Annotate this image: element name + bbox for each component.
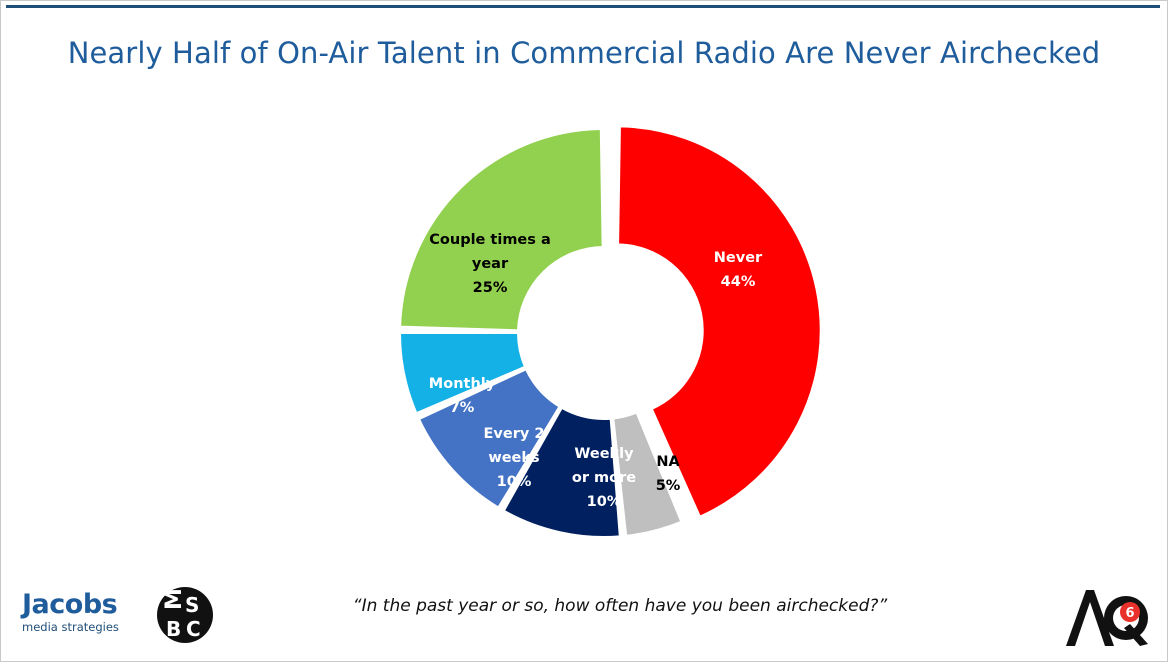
jacobs-logo-word: Jacobs xyxy=(22,589,118,620)
svg-text:M: M xyxy=(162,588,187,610)
jacobs-logo-subtitle: media strategies xyxy=(22,620,119,634)
jacobs-media-logo: Jacobs media strategies xyxy=(22,589,152,634)
slice-weekly-or-more xyxy=(502,406,621,538)
label-every-2-weeks: Every 2 weeks 10% xyxy=(484,426,545,490)
aq-logo-number: 6 xyxy=(1126,606,1135,621)
svg-text:C: C xyxy=(186,617,201,641)
survey-question: “In the past year or so, how often have … xyxy=(352,596,888,616)
label-na: NA 5% xyxy=(656,454,681,494)
aq6-logo: 6 xyxy=(1066,590,1148,646)
msbc-logo: M S B C xyxy=(157,587,213,643)
svg-text:S: S xyxy=(185,593,199,617)
slice-na xyxy=(612,411,683,537)
label-monthly: Monthly 7% xyxy=(429,376,496,416)
top-rule xyxy=(6,5,1160,8)
slice-never xyxy=(617,125,822,518)
chart-title: Nearly Half of On-Air Talent in Commerci… xyxy=(67,36,1101,70)
slice-every-2-weeks xyxy=(417,367,561,509)
slice-monthly xyxy=(398,332,527,415)
label-never: Never 44% xyxy=(714,250,763,290)
slice-couple-times-a-year xyxy=(399,128,604,332)
svg-text:B: B xyxy=(166,617,181,641)
label-couple-times-a-year: Couple times a year 25% xyxy=(429,232,550,296)
label-weekly-or-more: Weekly or more 10% xyxy=(572,446,636,510)
